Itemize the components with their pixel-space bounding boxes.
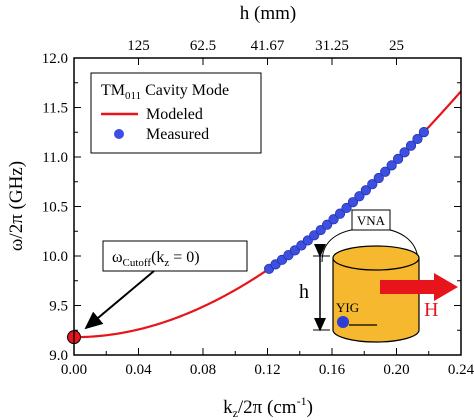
measured-point [360,185,371,196]
cutoff-arrow [84,270,155,330]
plot-frame [73,57,462,356]
legend-swatch-measured [114,129,124,139]
legend-label-measured: Measured [146,126,209,143]
cavity-inset: VNA h YIG H [299,209,458,343]
cutoff-label: ωCutoff(kz = 0) [112,249,200,269]
measured-point [328,214,339,225]
vna-box [351,209,391,231]
height-label: h [299,281,309,303]
y-tick-label: 9.0 [49,348,68,364]
measured-point [405,140,417,151]
measured-point [393,153,404,164]
x-tick-label: 0.16 [319,362,346,378]
x-tick-label: 0.20 [383,362,409,378]
y-tick-label: 10.5 [42,200,68,216]
measured-point [373,172,384,184]
x-axis-ticks: 0.00 0.04 0.08 0.12 0.16 0.20 0.24 [61,348,474,378]
y-tick-label: 12.0 [42,51,68,67]
field-label: H [424,299,438,321]
cavity-cylinder [332,258,420,343]
measured-point [367,179,378,190]
x-tick-label: 0.04 [125,362,152,378]
y-tick-label: 11.5 [42,101,68,117]
y-axis-ticks: 9.0 9.5 10.0 10.5 11.0 11.5 12.0 [42,51,461,364]
x-tick-label: 0.00 [61,362,87,378]
measured-series [264,127,430,274]
x-axis-title: kz/2π (cm-1) [223,394,313,420]
measured-point [347,197,359,208]
top-tick-label: 62.5 [190,38,216,54]
x-tick-label: 0.24 [448,362,474,378]
top-tick-label: 25 [389,38,404,54]
measured-point [380,166,391,177]
y-axis-title: ω/2π (GHz) [6,161,27,251]
x-tick-label: 0.08 [190,362,216,378]
cutoff-label-box [102,240,248,272]
measured-point [386,160,397,171]
yig-label: YIG [336,300,359,315]
legend-title: TM011 Cavity Mode [101,82,229,102]
cutoff-annotation: ωCutoff(kz = 0) [84,240,248,330]
y-tick-label: 10.0 [42,249,68,265]
y-tick-label: 9.5 [49,299,68,315]
measured-point [354,191,365,202]
vna-label: VNA [357,213,386,228]
top-tick-label: 41.67 [251,38,285,54]
legend-box [90,72,262,154]
yig-sphere [337,316,349,328]
measured-point [334,208,346,219]
cavity-top [332,245,420,271]
y-tick-label: 11.0 [42,150,68,166]
top-axis-ticks: 125 62.5 41.67 31.25 25 [127,38,404,65]
top-tick-label: 31.25 [315,38,349,54]
legend: TM011 Cavity Mode Modeled Measured [90,72,262,154]
measured-point [418,127,430,138]
measured-point [412,133,423,145]
field-arrow [380,273,458,301]
measured-point [399,147,410,158]
top-tick-label: 125 [127,38,150,54]
top-axis-title: h (mm) [240,3,296,24]
legend-label-modeled: Modeled [146,106,203,123]
measured-point [341,202,352,214]
x-tick-label: 0.12 [254,362,280,378]
